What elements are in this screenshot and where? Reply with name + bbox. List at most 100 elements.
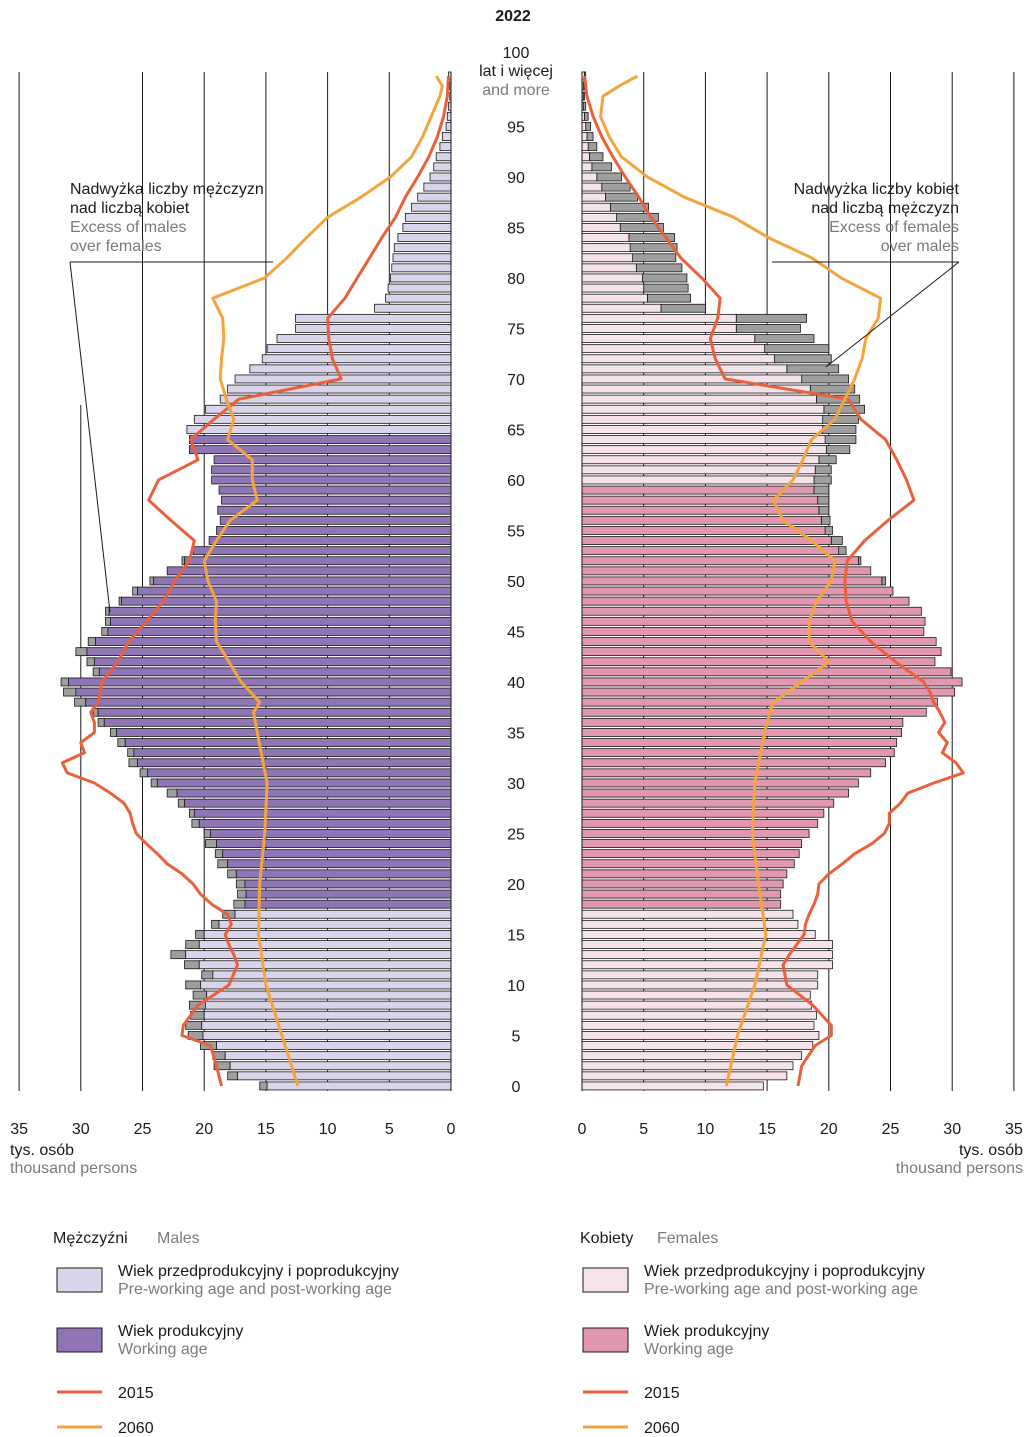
male-excess-bar-24 [205, 839, 217, 848]
male-bar-95 [445, 122, 452, 131]
female-excess-bar-61 [814, 465, 832, 475]
age-tick-30: 30 [507, 776, 525, 793]
female-excess-bar-81 [635, 263, 683, 273]
male-bar-37 [97, 707, 452, 717]
female-bar-93 [581, 142, 589, 152]
male-bar-15 [203, 930, 452, 939]
female-bar-24 [581, 839, 803, 848]
female-bar-2 [581, 1061, 794, 1071]
line-2015-males [60, 75, 450, 1087]
female-bar-81 [581, 263, 637, 273]
female-excess-bar-53 [838, 546, 847, 556]
female-excess-bar-58 [817, 495, 830, 505]
legend-swatch-female-working [582, 1327, 629, 1353]
svg-text:2060: 2060 [644, 1420, 680, 1437]
age-tick-80: 80 [507, 271, 525, 288]
female-bar-65 [581, 425, 824, 434]
svg-text:Pre-working age and post-worki: Pre-working age and post-working age [644, 1281, 918, 1298]
male-excess-bar-32 [128, 758, 138, 768]
female-bar-33 [581, 748, 895, 758]
female-excess-bar-78 [647, 293, 691, 303]
female-excess-bar-93 [587, 142, 598, 152]
male-bar-45 [107, 627, 452, 636]
male-bar-82 [392, 253, 452, 263]
male-excess-bar-21 [227, 869, 237, 879]
age-tick-50: 50 [507, 574, 525, 591]
svg-text:Kobiety: Kobiety [580, 1230, 633, 1247]
female-excess-bar-94 [586, 132, 594, 141]
svg-text:nad liczbą mężczyzn: nad liczbą mężczyzn [811, 200, 959, 217]
male-bar-0 [266, 1081, 452, 1091]
female-bar-54 [581, 536, 832, 545]
female-bar-12 [581, 960, 833, 970]
male-excess-bar-43 [75, 647, 88, 657]
male-bar-61 [211, 465, 452, 475]
male-excess-bar-33 [127, 748, 135, 758]
female-bar-34 [581, 738, 898, 747]
female-bar-80 [581, 273, 643, 283]
male-bar-83 [393, 243, 452, 253]
male-bar-31 [147, 768, 452, 778]
male-bar-44 [95, 637, 452, 646]
male-bar-70 [234, 374, 452, 384]
age-tick-55: 55 [507, 523, 525, 540]
svg-text:Excess of females: Excess of females [829, 219, 959, 236]
female-bar-68 [581, 394, 817, 404]
male-bar-71 [249, 364, 452, 374]
male-bar-13 [185, 950, 452, 960]
male-bar-5 [202, 1031, 452, 1040]
female-bar-29 [581, 788, 849, 798]
svg-text:over females: over females [70, 238, 162, 255]
male-bar-80 [390, 273, 452, 283]
female-bar-4 [581, 1041, 814, 1050]
female-bar-92 [581, 152, 590, 162]
female-bar-8 [581, 1000, 812, 1010]
male-bar-56 [219, 515, 452, 525]
female-bar-86 [581, 212, 617, 222]
svg-text:Pre-working age and post-worki: Pre-working age and post-working age [118, 1281, 392, 1298]
male-bar-72 [261, 354, 452, 364]
female-bar-55 [581, 526, 826, 535]
male-bar-88 [417, 192, 452, 202]
male-bar-76 [295, 313, 452, 323]
male-excess-bar-20 [235, 879, 246, 889]
age-top-label-pl: lat i więcej [479, 63, 553, 80]
female-bar-79 [581, 283, 645, 293]
female-bar-90 [581, 172, 598, 182]
male-bar-55 [216, 526, 452, 535]
female-bar-51 [581, 566, 872, 576]
age-tick-95: 95 [507, 119, 525, 136]
x-axis-label-pl-right: tys. osób [959, 1142, 1023, 1159]
female-excess-bar-75 [735, 324, 801, 333]
female-bar-95 [581, 122, 587, 131]
male-excess-bar-40 [60, 677, 69, 687]
female-bar-19 [581, 889, 782, 899]
female-bar-73 [581, 344, 766, 354]
svg-text:Mężczyźni: Mężczyźni [53, 1230, 128, 1247]
male-bar-42 [93, 657, 452, 667]
male-bar-3 [224, 1051, 452, 1061]
female-bar-70 [581, 374, 803, 384]
female-bars [581, 71, 963, 1091]
female-excess-bar-56 [820, 515, 831, 525]
svg-text:Working age: Working age [118, 1341, 208, 1358]
male-bar-92 [435, 152, 452, 162]
age-tick-20: 20 [507, 877, 525, 894]
female-bar-18 [581, 899, 782, 909]
female-excess-bar-88 [605, 192, 638, 202]
male-bar-67 [205, 404, 452, 414]
female-bar-10 [581, 980, 819, 990]
male-bar-28 [184, 798, 452, 808]
female-bar-27 [581, 808, 825, 818]
legend-males: Mężczyźni Males Wiek przedprodukcyjny i … [53, 1230, 399, 1437]
male-bar-63 [188, 445, 452, 455]
female-bar-91 [581, 162, 593, 172]
female-bar-37 [581, 707, 927, 717]
male-bar-33 [133, 748, 452, 758]
legend-females: Kobiety Females Wiek przedprodukcyjny i … [580, 1230, 925, 1437]
male-bar-11 [212, 970, 452, 980]
male-excess-bar-16 [211, 919, 220, 929]
female-excess-bar-50 [881, 576, 886, 586]
age-tick-40: 40 [507, 675, 525, 692]
female-excess-bar-80 [642, 273, 688, 283]
